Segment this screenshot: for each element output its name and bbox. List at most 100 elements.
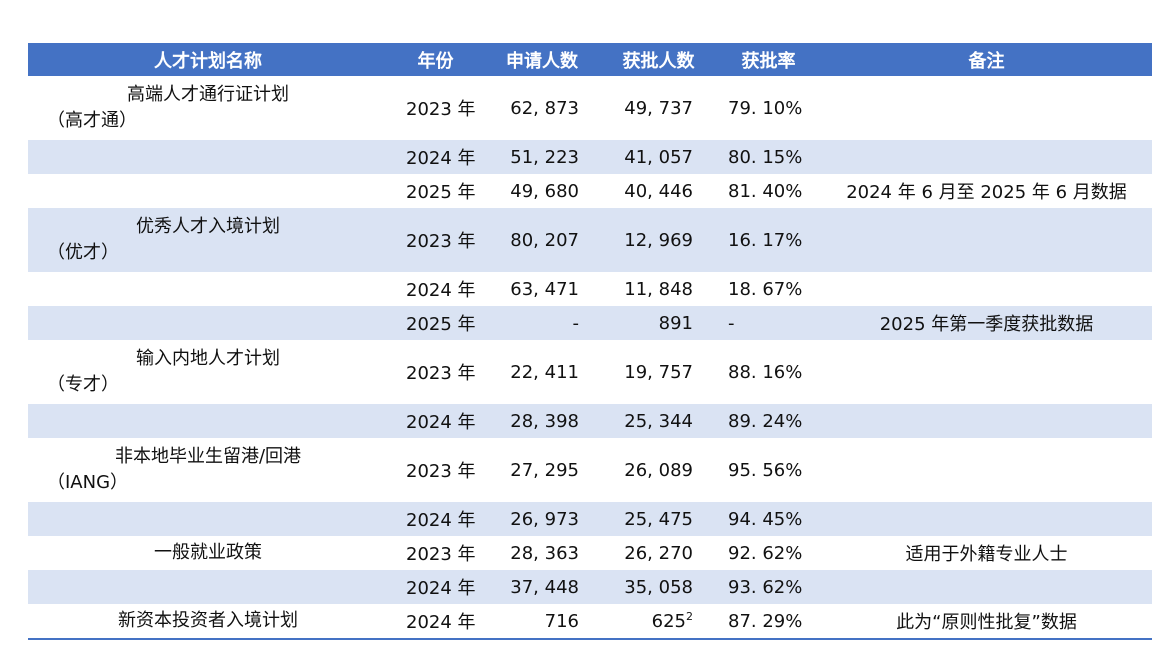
cell-year: 2024 年	[406, 412, 476, 433]
cell-year: 2024 年	[406, 280, 476, 301]
cell-scheme-name	[28, 306, 388, 340]
cell-approval-rate: 18. 67%	[728, 278, 803, 300]
table-row: 2025 年 - 891 - 2025 年第一季度获批数据	[28, 306, 1152, 340]
cell-year: 2024 年	[406, 148, 476, 169]
cell-applications: -	[572, 312, 580, 334]
talent-scheme-table: 人才计划名称 年份 申请人数 获批人数 获批率 备注 高端人才通行证计划 （高才通…	[28, 43, 1152, 638]
table-row: 2024 年 28, 398 25, 344 89. 24%	[28, 404, 1152, 438]
cell-remarks: 适用于外籍专业人士	[905, 544, 1068, 565]
cell-approval-rate: 16. 17%	[728, 229, 803, 251]
table-row: 2024 年 51, 223 41, 057 80. 15%	[28, 140, 1152, 174]
cell-year: 2023 年	[406, 544, 476, 565]
table-row: 高端人才通行证计划 （高才通） 2023 年 62, 873 49, 737 79. 10…	[28, 76, 1152, 140]
cell-year: 2024 年	[406, 510, 476, 531]
talent-scheme-table-container: 人才计划名称 年份 申请人数 获批人数 获批率 备注 高端人才通行证计划 （高才通…	[28, 43, 1152, 640]
cell-year: 2024 年	[406, 612, 476, 633]
table-row: 输入内地人才计划 （专才） 2023 年 22, 411 19, 757 88. 16%	[28, 340, 1152, 404]
cell-approvals: 11, 848	[601, 272, 716, 306]
approvals-value: 41, 057	[624, 146, 693, 168]
header-approvals: 获批人数	[622, 50, 695, 72]
cell-approvals: 49, 737	[601, 76, 716, 140]
cell-scheme-name: 输入内地人才计划 （专才）	[28, 340, 388, 404]
header-approval-rate: 获批率	[741, 50, 796, 72]
cell-remarks: 此为“原则性批复”数据	[896, 612, 1077, 633]
cell-approvals: 35, 058	[601, 570, 716, 604]
cell-remarks	[821, 404, 1152, 438]
scheme-abbreviation-text: （专才）	[47, 374, 119, 395]
cell-approval-rate: 94. 45%	[728, 508, 803, 530]
table-row: 非本地毕业生留港/回港 （IANG） 2023 年 27, 295 26, 089 95.…	[28, 438, 1152, 502]
table-body: 高端人才通行证计划 （高才通） 2023 年 62, 873 49, 737 79. 10…	[28, 76, 1152, 638]
approvals-value: 25, 475	[624, 508, 693, 530]
approvals-value: 11, 848	[624, 278, 693, 300]
cell-applications: 62, 873	[510, 97, 579, 119]
cell-scheme-name	[28, 570, 388, 604]
cell-remarks	[821, 140, 1152, 174]
cell-year: 2024 年	[406, 578, 476, 599]
cell-year: 2025 年	[406, 314, 476, 335]
cell-approvals: 25, 475	[601, 502, 716, 536]
cell-approvals: 40, 446	[601, 174, 716, 208]
table-bottom-rule	[28, 638, 1152, 640]
cell-year: 2023 年	[406, 231, 476, 252]
cell-applications: 26, 973	[510, 508, 579, 530]
cell-applications: 27, 295	[510, 459, 579, 481]
scheme-name-text: 一般就业政策	[154, 542, 262, 563]
cell-year: 2023 年	[406, 363, 476, 384]
cell-remarks: 2024 年 6 月至 2025 年 6 月数据	[846, 182, 1127, 203]
cell-approvals: 26, 089	[601, 438, 716, 502]
cell-approvals: 6252	[601, 604, 716, 638]
cell-approval-rate: 79. 10%	[728, 97, 803, 119]
cell-approval-rate: 92. 62%	[728, 542, 803, 564]
approvals-value: 19, 757	[624, 361, 693, 383]
cell-applications: 716	[544, 610, 579, 632]
cell-applications: 49, 680	[510, 180, 579, 202]
cell-approval-rate: 81. 40%	[728, 180, 803, 202]
scheme-abbreviation-text: （优才）	[47, 242, 119, 263]
cell-remarks	[821, 272, 1152, 306]
cell-scheme-name	[28, 502, 388, 536]
cell-approvals: 891	[601, 306, 716, 340]
approvals-value: 35, 058	[624, 576, 693, 598]
cell-approval-rate: 89. 24%	[728, 410, 803, 432]
table-row: 新资本投资者入境计划 2024 年 716 6252 87. 29% 此为“原则性批复”数…	[28, 604, 1152, 638]
cell-applications: 37, 448	[510, 576, 579, 598]
approvals-value: 12, 969	[624, 229, 693, 251]
cell-approvals: 25, 344	[601, 404, 716, 438]
cell-approval-rate: 95. 56%	[728, 459, 803, 481]
cell-remarks	[821, 340, 1152, 404]
approvals-value: 26, 270	[624, 542, 693, 564]
scheme-name-text: 优秀人才入境计划	[136, 216, 280, 237]
scheme-name-text: 输入内地人才计划	[136, 348, 280, 369]
approvals-value: 49, 737	[624, 97, 693, 119]
cell-approvals: 41, 057	[601, 140, 716, 174]
cell-applications: 51, 223	[510, 146, 579, 168]
header-row: 人才计划名称 年份 申请人数 获批人数 获批率 备注	[28, 43, 1152, 76]
cell-approvals: 12, 969	[601, 208, 716, 272]
approvals-value: 26, 089	[624, 459, 693, 481]
cell-approval-rate: 87. 29%	[728, 610, 803, 632]
cell-applications: 80, 207	[510, 229, 579, 251]
cell-scheme-name	[28, 272, 388, 306]
cell-year: 2025 年	[406, 182, 476, 203]
cell-approval-rate: 80. 15%	[728, 146, 803, 168]
cell-scheme-name: 优秀人才入境计划 （优才）	[28, 208, 388, 272]
cell-applications: 22, 411	[510, 361, 579, 383]
cell-remarks	[821, 208, 1152, 272]
table-header: 人才计划名称 年份 申请人数 获批人数 获批率 备注	[28, 43, 1152, 76]
cell-approvals: 26, 270	[601, 536, 716, 570]
cell-applications: 28, 363	[510, 542, 579, 564]
cell-remarks	[821, 438, 1152, 502]
cell-remarks	[821, 570, 1152, 604]
header-applications: 申请人数	[506, 50, 578, 72]
cell-applications: 63, 471	[510, 278, 579, 300]
scheme-name-text: 非本地毕业生留港/回港	[114, 446, 302, 467]
cell-year: 2023 年	[406, 461, 476, 482]
table-row: 2024 年 37, 448 35, 058 93. 62%	[28, 570, 1152, 604]
cell-year: 2023 年	[406, 99, 476, 120]
cell-approval-rate: 88. 16%	[728, 361, 803, 383]
scheme-name-text: 高端人才通行证计划	[127, 84, 289, 105]
scheme-name-text: 新资本投资者入境计划	[118, 610, 298, 631]
table-row: 2025 年 49, 680 40, 446 81. 40% 2024 年 6 月至 2…	[28, 174, 1152, 208]
cell-scheme-name	[28, 140, 388, 174]
